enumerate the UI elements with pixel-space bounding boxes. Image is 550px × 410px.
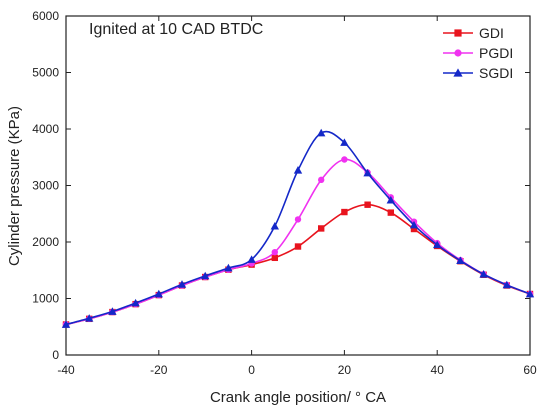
x-tick-label: 0 [248,363,255,377]
data-point [108,307,117,315]
legend-item: SGDI [443,65,513,81]
data-point [293,166,303,174]
legend: GDI PGDI SGDI [443,25,513,81]
data-point [177,280,187,288]
legend-item: PGDI [443,45,513,61]
series-line [65,130,531,326]
y-tick-label: 5000 [32,66,59,80]
data-point [364,201,371,208]
data-point [318,225,325,232]
chart-annotation: Ignited at 10 CAD BTDC [89,21,263,38]
data-point [525,289,535,298]
legend-marker [453,68,463,77]
x-tick-label: 60 [523,363,537,377]
legend-label: SGDI [479,65,513,81]
series-layer [61,128,535,328]
data-point [154,289,163,298]
legend-marker [454,29,462,37]
y-tick-label: 0 [52,348,59,362]
series-pgdi [62,156,534,328]
axis-ticks: -40 -20 0 20 40 60 0 1000 2000 3000 4000 5000 6000 [32,9,537,377]
legend-marker [454,49,462,57]
data-point [386,195,395,204]
y-tick-label: 1000 [32,292,59,306]
x-axis-title: Crank angle position/ ° CA [210,389,386,406]
data-point [201,271,210,280]
data-point [294,243,302,250]
data-point [341,208,348,216]
data-point [363,168,372,177]
x-tick-label: 20 [338,363,352,377]
x-tick-label: 40 [431,363,445,377]
data-point [456,256,465,265]
legend-item: GDI [443,25,504,41]
data-point [410,225,418,233]
y-axis-title: Cylinder pressure (KPa) [6,106,23,266]
data-point [340,138,349,146]
y-tick-label: 2000 [32,235,59,249]
legend-label: PGDI [479,45,513,61]
data-point [317,128,326,137]
series-sgdi [61,128,535,328]
y-tick-label: 3000 [32,179,59,193]
data-point [502,280,511,289]
data-point [271,254,278,262]
data-point [247,255,256,263]
data-point [271,248,278,256]
y-tick-label: 6000 [32,9,59,23]
data-point [224,263,233,272]
x-tick-label: -20 [150,363,168,377]
data-point [409,220,419,229]
data-point [131,298,140,307]
x-tick-label: -40 [57,363,75,377]
data-point [341,156,348,163]
data-point [318,176,325,184]
data-point [387,209,394,216]
y-tick-label: 4000 [32,122,59,136]
data-point [433,240,442,249]
data-point [85,314,94,322]
data-point [294,216,302,223]
data-point [270,221,279,230]
data-point [479,270,488,278]
data-point [61,320,71,328]
legend-label: GDI [479,25,504,41]
